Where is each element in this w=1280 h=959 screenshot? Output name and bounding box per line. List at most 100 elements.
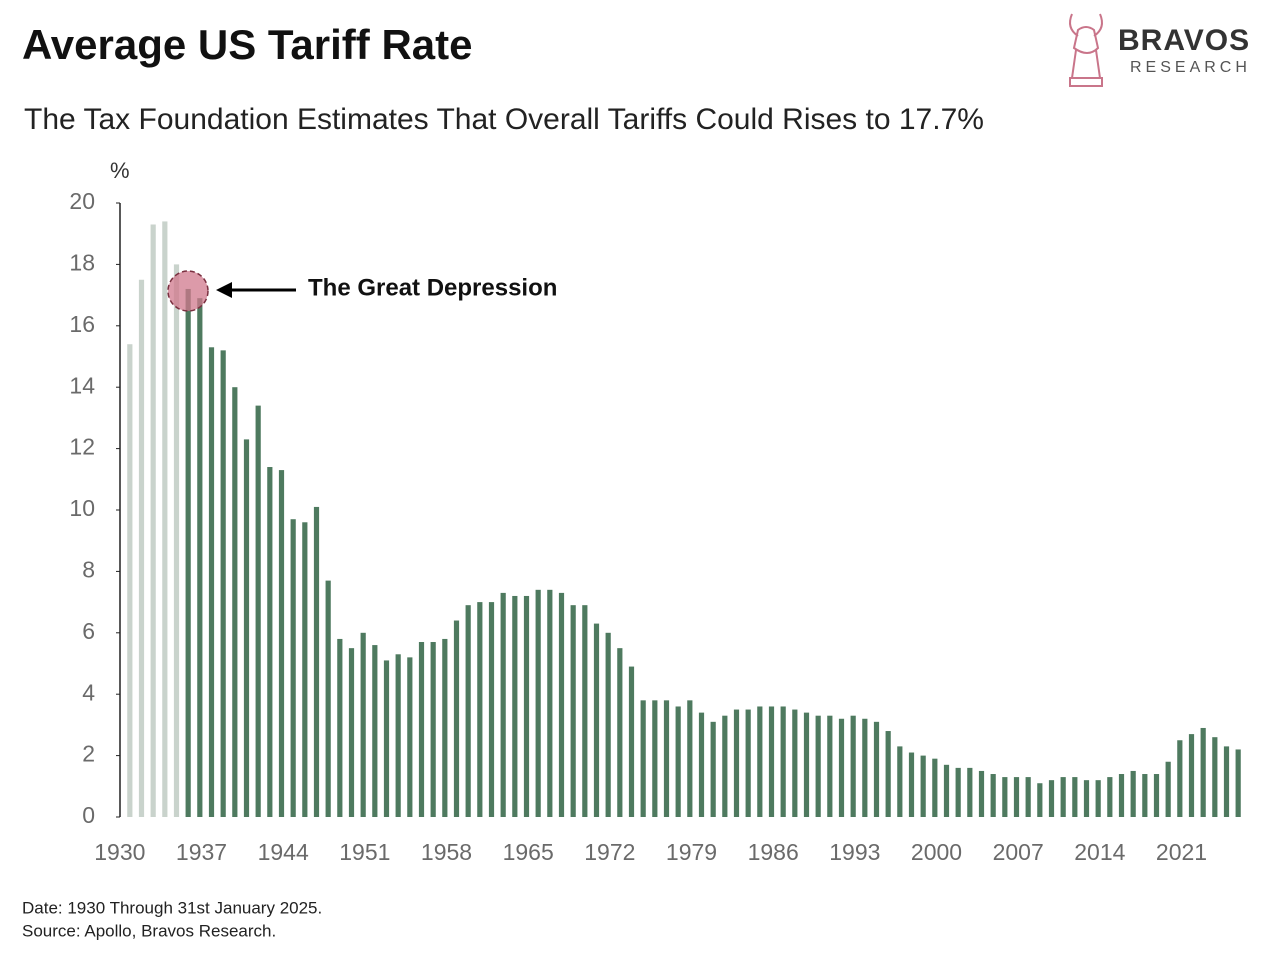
bar	[803, 712, 810, 817]
x-tick-label: 2007	[993, 839, 1044, 865]
bar	[932, 758, 938, 817]
bar	[243, 439, 250, 817]
highlight-circle	[167, 270, 209, 312]
bar	[663, 700, 670, 817]
bar	[465, 605, 471, 817]
bar	[337, 638, 343, 817]
bar	[232, 387, 238, 817]
x-tick-label: 1993	[829, 839, 880, 865]
bar	[617, 648, 623, 817]
bar	[1212, 737, 1218, 817]
bar	[1013, 777, 1020, 817]
bar	[698, 712, 705, 817]
y-tick-label: 6	[82, 618, 95, 644]
y-tick-label: 14	[69, 372, 95, 398]
bar	[1165, 761, 1171, 817]
y-tick-label: 20	[69, 188, 95, 214]
bar	[488, 602, 495, 817]
bar	[1200, 727, 1206, 817]
brand-sub: RESEARCH	[1130, 59, 1251, 76]
y-tick-label: 10	[69, 495, 95, 521]
y-tick-label: 16	[69, 311, 95, 337]
bar	[745, 709, 751, 817]
bar	[535, 589, 541, 817]
bar	[815, 715, 821, 817]
x-tick-label: 1951	[339, 839, 390, 865]
bar	[453, 620, 460, 817]
bar	[850, 715, 856, 817]
bar	[1037, 783, 1043, 817]
brand: BRAVOS	[1118, 24, 1250, 57]
bar	[920, 755, 926, 817]
bar	[675, 706, 681, 817]
bar	[1188, 734, 1195, 817]
x-tick-label: 1930	[94, 839, 145, 865]
bar	[687, 700, 693, 817]
arrow-head	[216, 282, 232, 298]
bar	[313, 506, 320, 817]
bar	[722, 715, 728, 817]
bar	[967, 767, 973, 817]
bar	[325, 580, 331, 817]
bar	[628, 666, 635, 817]
bar	[1177, 740, 1183, 817]
bar	[372, 645, 378, 817]
x-tick-label: 1958	[421, 839, 472, 865]
note: Date: 1930 Through 31st January 2025.	[22, 898, 322, 917]
y-tick-label: 4	[82, 679, 95, 705]
bar	[1095, 780, 1101, 817]
bar	[570, 605, 576, 817]
logo-icon	[1069, 13, 1103, 87]
bar	[780, 706, 786, 817]
bar	[757, 706, 763, 817]
bar	[710, 721, 716, 817]
bar	[523, 595, 530, 817]
bars	[127, 221, 1241, 818]
bar	[1083, 780, 1090, 817]
bar	[442, 638, 448, 817]
bar	[173, 264, 180, 817]
bar	[908, 752, 915, 817]
x-tick-label: 1965	[503, 839, 554, 865]
bar	[383, 660, 390, 817]
bar	[197, 298, 203, 817]
bar	[407, 657, 413, 817]
bar	[605, 632, 611, 817]
chart-subtitle: The Tax Foundation Estimates That Overal…	[24, 103, 984, 136]
bar	[430, 642, 436, 817]
source: Source: Apollo, Bravos Research.	[22, 921, 276, 940]
bar	[885, 731, 891, 817]
bar	[220, 350, 226, 817]
bar	[150, 224, 156, 818]
bar	[1223, 746, 1230, 817]
y-tick-label: 8	[82, 556, 95, 582]
bar	[733, 709, 740, 817]
bar	[955, 767, 961, 817]
bar	[768, 706, 775, 817]
bar	[1072, 777, 1078, 817]
bar	[838, 718, 845, 817]
bar	[862, 718, 868, 817]
bar	[547, 589, 553, 817]
bar	[162, 221, 168, 818]
bar	[978, 770, 985, 817]
x-tick-label: 2021	[1156, 839, 1207, 865]
bar	[138, 279, 145, 817]
bar	[1118, 774, 1125, 817]
bar	[1025, 777, 1031, 817]
bar	[418, 642, 425, 817]
bar	[302, 522, 308, 817]
bar	[255, 405, 261, 817]
bar	[127, 344, 133, 817]
x-tick-label: 2000	[911, 839, 962, 865]
bar	[652, 700, 658, 817]
bar	[990, 774, 996, 817]
bar	[1002, 777, 1008, 817]
bar	[582, 605, 588, 817]
y-tick-label: 2	[82, 741, 95, 767]
bar	[873, 721, 880, 817]
x-tick-label: 1944	[258, 839, 309, 865]
bar	[395, 654, 401, 817]
bar	[1142, 774, 1148, 817]
